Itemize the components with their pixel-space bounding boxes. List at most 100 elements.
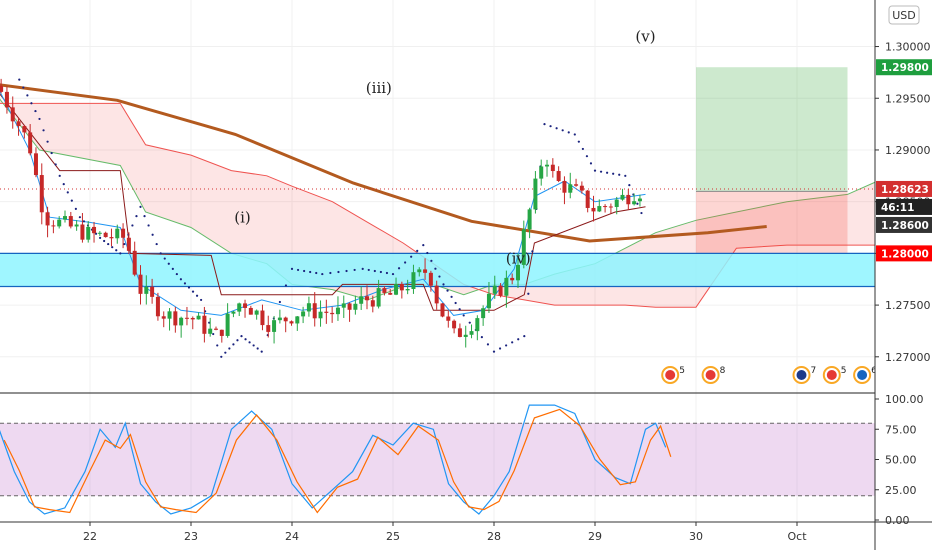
sar-dot: [567, 131, 570, 134]
currency-label: USD: [892, 9, 916, 22]
sar-dot: [498, 347, 502, 350]
sar-dot: [593, 169, 597, 172]
y-tick-label: 1.29000: [885, 144, 931, 157]
x-tick-label: 30: [689, 530, 703, 543]
sar-dot: [589, 162, 593, 165]
candle-body: [231, 311, 236, 314]
sar-dot: [454, 301, 457, 305]
sar-dot: [248, 341, 251, 344]
candle-body: [626, 194, 631, 205]
wave-label: (i): [234, 208, 251, 226]
candle-body: [10, 107, 15, 122]
sar-dot: [397, 267, 401, 270]
candle-body: [97, 232, 102, 234]
sar-dot: [458, 308, 461, 311]
sar-dot: [549, 125, 552, 128]
sar-dot: [337, 270, 340, 274]
sar-dot: [244, 338, 247, 341]
candle-body: [306, 303, 311, 312]
candle-body: [579, 185, 584, 191]
sar-dot: [468, 321, 471, 324]
candle-body: [324, 311, 329, 313]
candlestick-series: [0, 78, 642, 348]
candle-body: [86, 226, 91, 240]
sar-dot: [220, 355, 223, 358]
price-tag-entry: [876, 216, 932, 233]
sar-dot: [561, 129, 564, 132]
sar-dot: [54, 163, 57, 166]
sar-dot: [30, 102, 33, 105]
y-tick-label: 1.30000: [885, 41, 931, 54]
sar-dot: [135, 215, 138, 218]
candle-body: [510, 277, 515, 281]
sar-dot: [123, 242, 126, 246]
sar-dot: [555, 127, 558, 130]
sar-dot: [636, 202, 639, 205]
candle-body: [208, 328, 213, 334]
wave-label: (iv): [506, 250, 531, 268]
candle-body: [254, 310, 259, 315]
candle-body: [637, 198, 642, 202]
candle-body: [498, 285, 503, 296]
sar-dot: [612, 172, 615, 175]
candle-body: [92, 226, 97, 234]
sar-dot: [543, 123, 546, 126]
candle-body: [196, 315, 201, 320]
sar-dot: [50, 151, 53, 155]
sar-dot: [410, 255, 413, 258]
sar-dot: [74, 207, 77, 211]
price-tag-stop: [876, 245, 932, 262]
candle-body: [28, 132, 33, 154]
candle-body: [614, 199, 619, 207]
sar-dot: [119, 252, 122, 255]
sar-dot: [179, 278, 182, 281]
price-tag-label: 46:11: [881, 202, 914, 214]
candle-body: [80, 224, 85, 240]
candle-body: [515, 264, 520, 281]
sar-dot: [18, 78, 21, 81]
sar-dot: [200, 298, 203, 302]
sar-dot: [183, 282, 187, 285]
candle-body: [486, 293, 491, 309]
candle-body: [248, 307, 253, 315]
sar-dot: [212, 332, 215, 336]
candle-body: [446, 316, 451, 321]
sar-dot: [599, 170, 603, 173]
sar-dot: [606, 171, 609, 174]
sar-dot: [171, 267, 174, 270]
candle-body: [283, 317, 288, 322]
candle-body: [591, 207, 596, 212]
event-count: 5: [841, 366, 847, 376]
candle-body: [475, 318, 480, 332]
candle-body: [574, 184, 579, 186]
price-tag-target: [876, 59, 932, 76]
candle-body: [126, 237, 131, 251]
candle-body: [45, 212, 50, 226]
candle-body: [353, 303, 358, 310]
candle-body: [568, 184, 573, 193]
sar-dot: [442, 283, 445, 286]
candle-body: [411, 272, 416, 290]
candle-body: [539, 166, 544, 179]
candle-body: [219, 329, 224, 336]
sar-dot: [187, 286, 191, 289]
candle-body: [527, 209, 532, 230]
candle-body: [277, 317, 282, 321]
candle-body: [150, 286, 155, 297]
candle-body: [109, 237, 114, 239]
sar-dot: [321, 272, 324, 276]
currency-badge[interactable]: USD: [888, 5, 920, 25]
candle-body: [266, 325, 271, 332]
x-tick-label: 25: [386, 530, 400, 543]
candle-body: [155, 296, 160, 317]
sar-dot: [426, 251, 429, 255]
sar-dot: [438, 275, 441, 278]
sar-dot: [523, 335, 526, 338]
long-position-tool[interactable]: [696, 67, 848, 254]
sar-dot: [361, 267, 364, 270]
sar-dot: [26, 94, 29, 97]
candle-body: [481, 308, 486, 319]
sar-dot: [517, 338, 520, 341]
sar-dot: [256, 347, 259, 350]
